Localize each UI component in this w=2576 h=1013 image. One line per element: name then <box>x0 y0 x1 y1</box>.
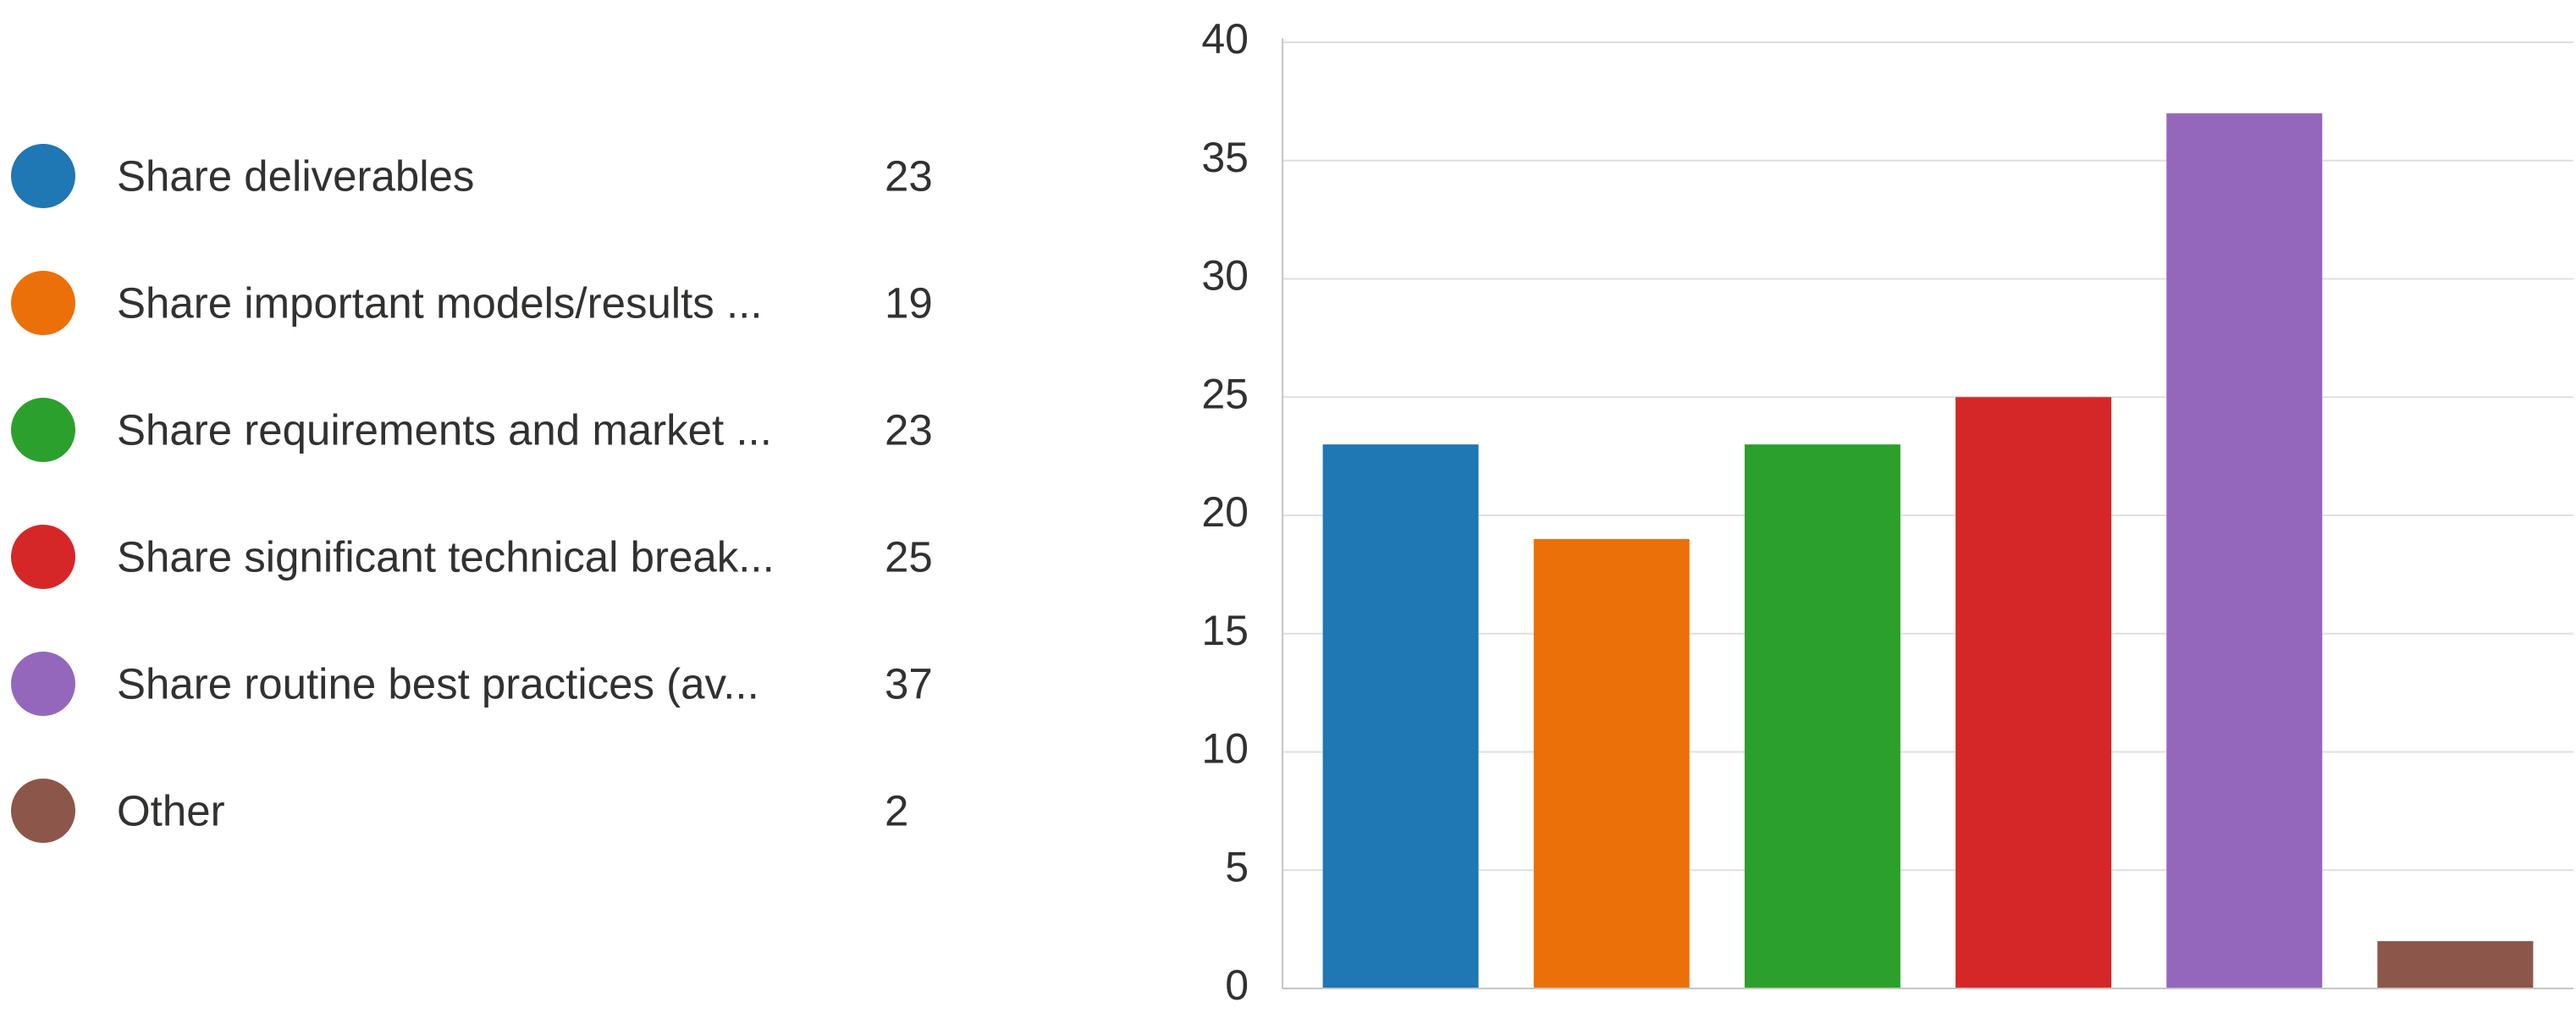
legend-item-2[interactable]: Share important models/results ... 19 <box>0 239 1016 366</box>
bar-3[interactable] <box>1744 444 1900 988</box>
legend-dot-5 <box>11 652 75 716</box>
bar-5[interactable] <box>2166 113 2323 989</box>
bar-1[interactable] <box>1322 444 1479 988</box>
legend-dot-6 <box>11 779 75 843</box>
legend-dot-4 <box>11 525 75 589</box>
legend-label-3: Share requirements and market ... <box>117 405 772 454</box>
bar-chart: 0 5 10 15 20 25 30 35 40 <box>1201 15 2573 1009</box>
y-tick-label-10: 10 <box>1201 725 1249 773</box>
bar-6[interactable] <box>2377 941 2534 988</box>
legend-count-6: 2 <box>885 786 909 835</box>
legend-dot-2 <box>11 271 75 335</box>
legend-item-5[interactable]: Share routine best practices (av... 37 <box>0 620 1016 747</box>
legend-count-4: 25 <box>885 532 933 581</box>
y-tick-label-25: 25 <box>1201 370 1249 417</box>
legend-item-1[interactable]: Share deliverables 23 <box>0 113 1016 239</box>
legend-item-4[interactable]: Share significant technical break... 25 <box>0 493 1016 620</box>
legend-count-3: 23 <box>885 405 933 454</box>
legend-label-1: Share deliverables <box>117 151 475 201</box>
y-tick-label-20: 20 <box>1201 488 1249 536</box>
gridlines <box>1282 41 2573 872</box>
legend-label-6: Other <box>117 786 225 835</box>
y-tick-label-0: 0 <box>1225 961 1249 1009</box>
legend-item-6[interactable]: Other 2 <box>0 747 1016 874</box>
bar-4[interactable] <box>1955 397 2112 988</box>
legend-dot-3 <box>11 398 75 462</box>
legend-count-2: 19 <box>885 278 933 328</box>
chart-legend: Share deliverables 23 Share important mo… <box>0 0 1016 1013</box>
y-tick-label-15: 15 <box>1201 607 1249 654</box>
bar-2[interactable] <box>1533 538 1690 988</box>
legend-label-5: Share routine best practices (av... <box>117 659 759 708</box>
y-tick-label-30: 30 <box>1201 252 1249 300</box>
y-tick-label-35: 35 <box>1201 134 1249 181</box>
y-axis-ticks: 0 5 10 15 20 25 30 35 40 <box>1201 15 1249 1009</box>
y-tick-label-40: 40 <box>1201 15 1249 63</box>
legend-count-1: 23 <box>885 151 933 201</box>
legend-label-2: Share important models/results ... <box>117 278 763 328</box>
legend-dot-1 <box>11 144 75 208</box>
bars <box>1322 113 2534 989</box>
legend-count-5: 37 <box>885 659 933 708</box>
legend-label-4: Share significant technical break... <box>117 532 775 581</box>
legend-item-3[interactable]: Share requirements and market ... 23 <box>0 366 1016 493</box>
y-tick-label-5: 5 <box>1225 843 1249 890</box>
